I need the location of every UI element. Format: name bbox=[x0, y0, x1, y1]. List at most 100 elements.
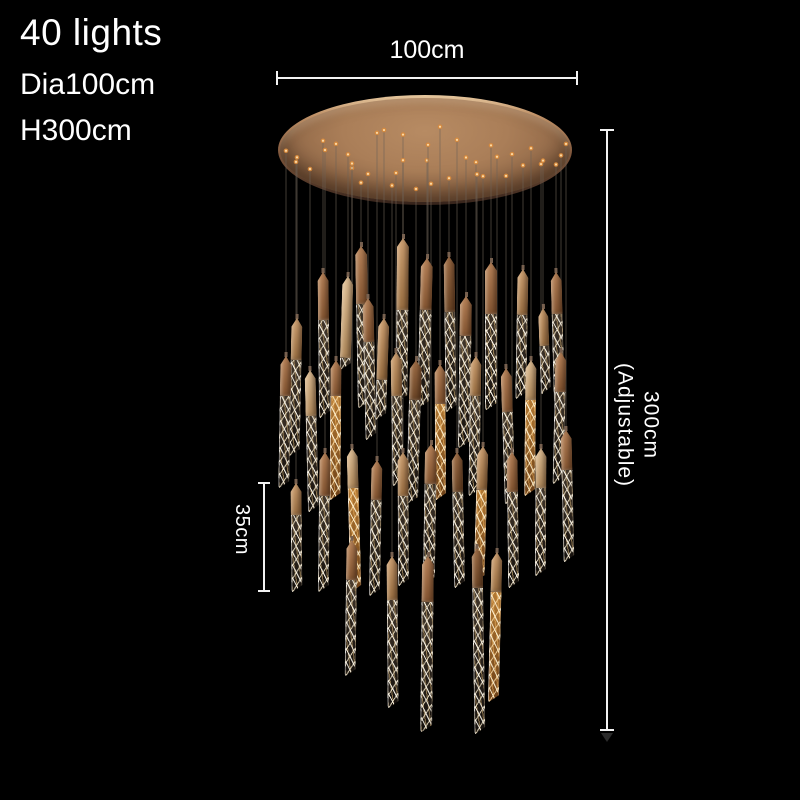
canopy-anchor-dot-core bbox=[438, 125, 442, 128]
height-dimension-note: (Adjustable) bbox=[613, 362, 637, 488]
canopy-anchor-dot-core bbox=[464, 156, 468, 159]
pendant-copper-section bbox=[398, 452, 409, 496]
canopy-anchor-dot-core bbox=[308, 167, 312, 171]
canopy-anchor-dot-core bbox=[489, 144, 493, 147]
pendant-copper-section bbox=[535, 448, 546, 488]
pendant-crystal-section bbox=[398, 496, 409, 586]
pendant bbox=[420, 551, 434, 732]
pendant-copper-section bbox=[319, 452, 331, 496]
pendant bbox=[318, 447, 331, 592]
canopy-anchor-dot-core bbox=[394, 171, 398, 175]
pendant-copper-section bbox=[491, 552, 503, 592]
pendant-copper-section bbox=[538, 308, 549, 346]
canopy-anchor-dot-core bbox=[447, 177, 451, 180]
pendant-connector bbox=[489, 258, 493, 263]
pendant-copper-section bbox=[470, 356, 482, 396]
pendant bbox=[278, 351, 292, 488]
pendant-crystal-section bbox=[535, 488, 546, 576]
height-dimension-tick-bottom bbox=[600, 729, 614, 731]
pendant-copper-section bbox=[363, 298, 375, 342]
canopy-anchor-dot-core bbox=[346, 153, 350, 156]
pendant-copper-section bbox=[371, 460, 383, 500]
pendant bbox=[398, 447, 409, 586]
height-dimension-arrowhead bbox=[601, 733, 613, 742]
width-dimension-tick-left bbox=[276, 71, 278, 85]
canopy-anchor-dot-core bbox=[559, 154, 563, 157]
spec-diameter: Dia100cm bbox=[20, 68, 156, 101]
pendant-copper-section bbox=[305, 370, 317, 416]
height-dimension-label: 300cm (Adjustable) bbox=[611, 325, 664, 525]
pendant-crystal-section bbox=[472, 588, 485, 734]
canopy-anchor-dot-core bbox=[495, 155, 499, 158]
height-dimension-line bbox=[606, 130, 608, 730]
pendant-copper-section bbox=[422, 556, 434, 602]
pendant-crystal-section bbox=[363, 342, 376, 440]
pendant-crystal-section bbox=[306, 416, 319, 512]
pendant-crystal-section bbox=[561, 470, 574, 562]
pendant bbox=[485, 258, 497, 410]
canopy-anchor-dot-core bbox=[295, 156, 299, 159]
pendant-copper-section bbox=[507, 452, 518, 492]
pendant-crystal-section bbox=[345, 580, 357, 676]
pendant-copper-section bbox=[318, 272, 330, 320]
pendant-copper-section bbox=[280, 356, 292, 396]
pendant bbox=[318, 267, 331, 418]
canopy-anchor-dot-core bbox=[334, 142, 338, 145]
pendant-crystal-section bbox=[278, 396, 291, 488]
pendant-crystal-section bbox=[387, 600, 399, 708]
pendant-crystal-section bbox=[375, 380, 387, 420]
pendant-copper-section bbox=[340, 276, 354, 358]
pendant-copper-section bbox=[485, 262, 497, 314]
canopy-anchor-dot-core bbox=[366, 172, 370, 176]
pendant bbox=[305, 365, 319, 512]
canopy-anchor-dot-core bbox=[294, 160, 298, 163]
pendant bbox=[535, 443, 547, 576]
pendant-crystal-section bbox=[452, 492, 465, 588]
pendant bbox=[369, 455, 383, 596]
pendant bbox=[345, 535, 358, 676]
pendant-copper-section bbox=[387, 556, 398, 600]
canopy-anchor-dot-core bbox=[401, 159, 405, 162]
pendant bbox=[561, 425, 575, 562]
canopy-plate bbox=[280, 98, 570, 202]
pendant-copper-section bbox=[444, 256, 456, 312]
pendant-copper-section bbox=[472, 548, 484, 588]
pendant-crystal-section bbox=[488, 592, 502, 702]
pendant-crystal-section bbox=[420, 602, 433, 732]
pendant-copper-section bbox=[409, 360, 422, 400]
pendant bbox=[330, 355, 342, 500]
canopy-anchor-dot-core bbox=[541, 159, 545, 162]
pendant bbox=[538, 303, 551, 394]
pendant-copper-section bbox=[330, 360, 341, 396]
height-dimension-tick-top bbox=[600, 129, 614, 131]
pendant bbox=[488, 547, 503, 702]
pendant bbox=[375, 313, 390, 420]
pendant-dimension-tick-top bbox=[258, 482, 270, 484]
pendant bbox=[452, 447, 466, 588]
width-dimension-label: 100cm bbox=[389, 36, 465, 64]
pendant-crystal-section bbox=[318, 320, 330, 418]
canopy-anchor-dot-core bbox=[510, 153, 514, 156]
canopy-anchor-dot-core bbox=[284, 149, 288, 152]
pendant-copper-section bbox=[391, 352, 403, 396]
pendant bbox=[507, 447, 520, 588]
canopy-anchor-dot-core bbox=[401, 133, 405, 136]
canopy-anchor-dot-core bbox=[321, 139, 325, 142]
pendant-copper-section bbox=[420, 258, 433, 310]
pendant-copper-section bbox=[459, 296, 472, 336]
pendant-dimension-line bbox=[263, 483, 265, 592]
canopy-anchor-dot-core bbox=[539, 162, 543, 166]
pendant-copper-section bbox=[452, 452, 464, 492]
canopy-anchor-dot-core bbox=[504, 174, 508, 177]
pendant-crystal-section bbox=[291, 515, 303, 592]
pendant-copper-section bbox=[476, 446, 488, 490]
width-dimension-tick-right bbox=[576, 71, 578, 85]
pendant-dimension-tick-bottom bbox=[258, 590, 270, 592]
pendant-copper-section bbox=[346, 540, 358, 580]
pendant-copper-section bbox=[555, 352, 567, 392]
pendant bbox=[291, 478, 303, 592]
pendant bbox=[340, 271, 354, 370]
pendant-crystal-section bbox=[444, 312, 456, 412]
canopy-anchor-dot-core bbox=[521, 164, 525, 167]
